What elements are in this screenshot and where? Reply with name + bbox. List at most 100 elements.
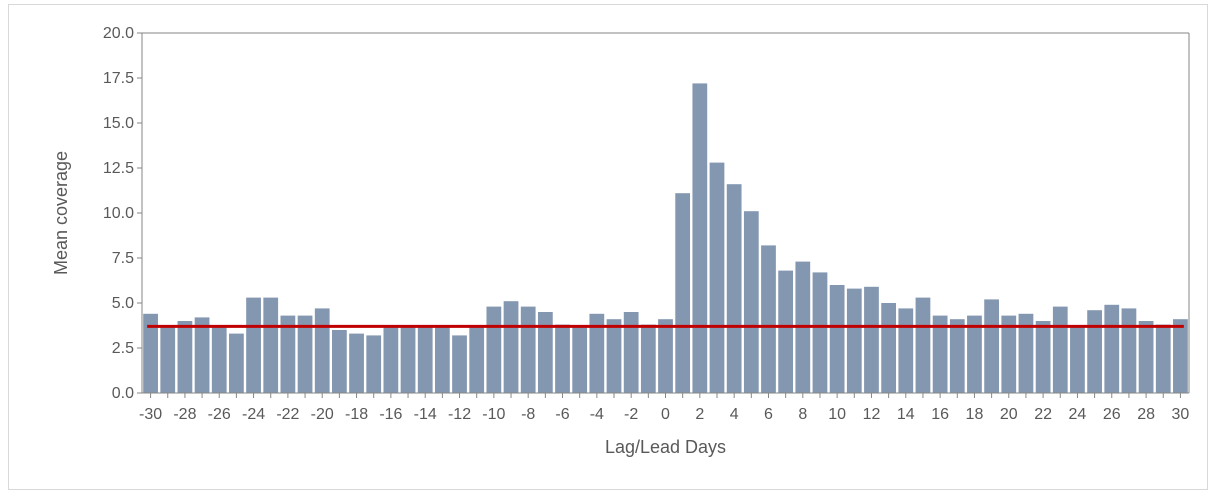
x-tick-label: 30 <box>1172 406 1190 423</box>
x-tick-label: -6 <box>555 406 569 423</box>
y-tick-label: 20.0 <box>103 25 134 42</box>
bar <box>332 330 347 393</box>
x-tick-label: 22 <box>1034 406 1052 423</box>
bar <box>469 326 485 393</box>
bar <box>280 315 296 393</box>
x-tick-label: -14 <box>414 406 437 423</box>
bar <box>881 303 897 393</box>
y-tick-label: 17.5 <box>103 70 134 87</box>
x-tick-label: -28 <box>173 406 196 423</box>
bar <box>1121 308 1137 393</box>
x-tick-label: -4 <box>590 406 604 423</box>
bar <box>623 312 639 393</box>
bar <box>263 297 279 393</box>
bar <box>1018 313 1034 393</box>
x-tick-label: 4 <box>730 406 739 423</box>
bar <box>555 324 570 393</box>
bar <box>915 297 931 393</box>
bar <box>452 335 467 393</box>
bar <box>383 326 399 393</box>
bar <box>1052 306 1068 393</box>
bar <box>1070 326 1085 393</box>
x-tick-label: 26 <box>1103 406 1121 423</box>
x-tick-label: -26 <box>208 406 231 423</box>
bar <box>211 326 227 393</box>
bar <box>1104 304 1120 393</box>
x-tick-label: 0 <box>661 406 670 423</box>
y-tick-label: 12.5 <box>103 160 134 177</box>
x-tick-label: -10 <box>482 406 505 423</box>
bar-chart: 0.02.55.07.510.012.515.017.520.0 -30 -28-… <box>51 25 1190 457</box>
bar <box>967 315 982 393</box>
x-tick-label: 20 <box>1000 406 1018 423</box>
bar <box>1087 310 1102 393</box>
bar <box>1138 321 1154 393</box>
x-tick-label: 12 <box>863 406 881 423</box>
bars-group <box>143 83 1188 394</box>
bar <box>160 326 176 393</box>
bar <box>949 319 965 393</box>
bar <box>417 326 433 393</box>
x-tick-label: -20 <box>311 406 334 423</box>
bar <box>864 286 879 393</box>
x-tick-label: -12 <box>448 406 471 423</box>
bar <box>314 308 330 393</box>
chart-frame: 0.0 2.5 5.0 7.5 10.0 12.5 15.0 17.5 20.0 -30 -28-… <box>8 4 1208 490</box>
bar <box>520 306 536 393</box>
y-tick-label: 2.5 <box>112 340 134 357</box>
bar <box>658 319 673 393</box>
bar <box>726 184 742 393</box>
x-tick-label: -18 <box>345 406 368 423</box>
bar <box>675 193 691 393</box>
bar <box>778 270 794 393</box>
y-axis-title: Mean coverage <box>51 151 71 275</box>
x-tick-label: -8 <box>521 406 535 423</box>
x-tick-label: 28 <box>1137 406 1155 423</box>
bar <box>297 315 313 393</box>
bar <box>692 83 708 394</box>
bar <box>1155 324 1171 393</box>
x-tick-label: 24 <box>1069 406 1087 423</box>
y-tick-labels: 0.0 2.5 5.0 7.5 10.0 12.5 15.0 17.5 20.0 <box>103 25 142 402</box>
bar <box>503 301 519 393</box>
bar <box>572 326 588 393</box>
y-tick-label: 5.0 <box>112 295 134 312</box>
y-tick-label: 7.5 <box>112 250 134 267</box>
bar <box>194 317 210 393</box>
bar <box>177 321 193 393</box>
x-tick-label: -2 <box>624 406 638 423</box>
bar <box>640 324 656 393</box>
x-tick-label: 18 <box>966 406 984 423</box>
x-tick-label: 14 <box>897 406 915 423</box>
bar <box>761 245 776 393</box>
bar <box>846 288 862 393</box>
x-tick-label: 10 <box>828 406 846 423</box>
bar <box>537 312 553 393</box>
bar <box>229 333 244 393</box>
x-tick-label: 2 <box>695 406 704 423</box>
x-tick-labels: -30 -28 -26 -24 -22 -20 -18 -16 -14 -12 -10 -8 -6 -4-… <box>139 393 1189 423</box>
x-tick-label: -24 <box>242 406 265 423</box>
bar <box>349 333 364 393</box>
x-tick-label: 8 <box>798 406 807 423</box>
bar <box>486 306 502 393</box>
y-tick-label: 10.0 <box>103 205 134 222</box>
bar <box>434 326 450 393</box>
bar <box>743 211 759 393</box>
x-tick-label: -16 <box>379 406 402 423</box>
bar <box>1001 315 1017 393</box>
bar <box>829 285 845 393</box>
bar <box>1035 321 1051 393</box>
y-tick-label: 0.0 <box>112 385 134 402</box>
bar <box>709 162 725 393</box>
bar <box>984 299 999 393</box>
bar <box>1173 319 1188 393</box>
bar <box>366 335 382 393</box>
bar <box>246 297 261 393</box>
bar <box>143 313 158 393</box>
x-tick-label: 16 <box>931 406 949 423</box>
y-tick-label: 15.0 <box>103 115 134 132</box>
bar <box>606 319 622 393</box>
x-tick-label: -22 <box>276 406 299 423</box>
x-tick-label: -30 <box>139 406 162 423</box>
